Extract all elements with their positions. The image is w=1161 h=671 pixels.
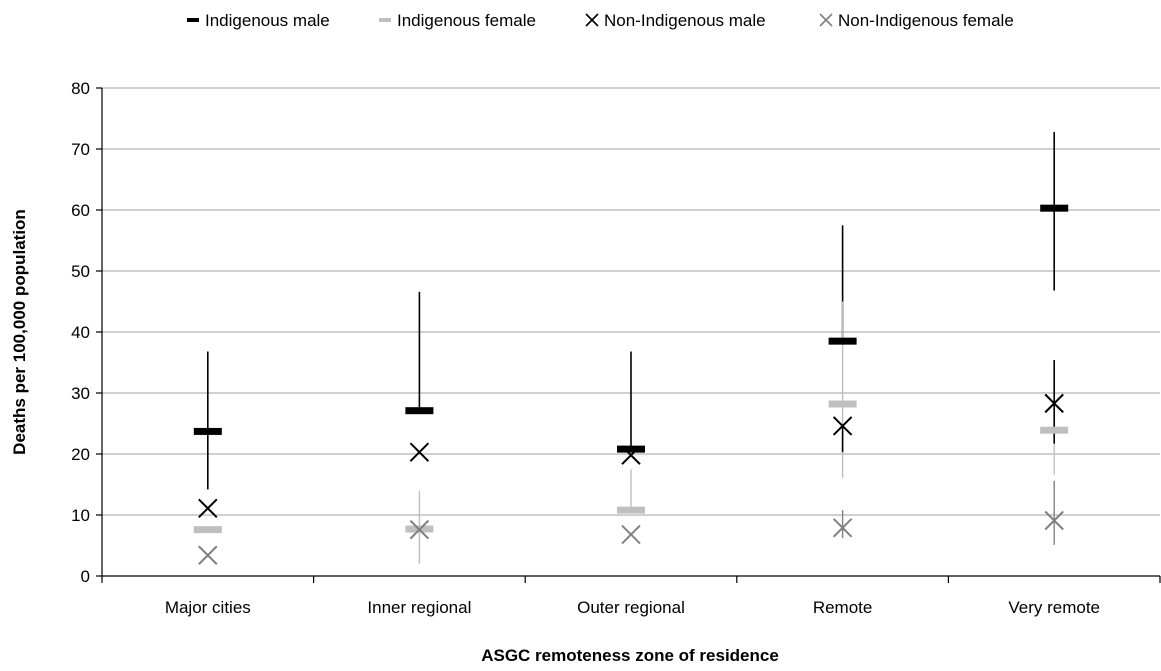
- data-point-dash: [828, 400, 857, 408]
- data-point-x: [409, 519, 430, 540]
- legend-label: Indigenous male: [205, 11, 330, 30]
- x-tick-label: Major cities: [165, 598, 251, 617]
- data-point-dash: [1040, 204, 1069, 212]
- data-point-dash: [405, 407, 434, 415]
- data-point-dash: [617, 445, 645, 453]
- y-axis-title: Deaths per 100,000 population: [10, 209, 29, 455]
- x-tick-label: Outer regional: [577, 598, 685, 617]
- legend-marker-dash: [187, 18, 199, 22]
- legend: Indigenous male Indigenous female Non-Indi…: [187, 11, 1014, 30]
- axes: 0 10 20 30 40 50 60 70 80 Major cities Inner regio…: [71, 79, 1161, 617]
- legend-label: Indigenous female: [397, 11, 536, 30]
- data-marks: [193, 204, 1069, 565]
- x-tick-label: Inner regional: [367, 598, 471, 617]
- data-point-x: [621, 445, 641, 465]
- legend-marker-x: [819, 13, 833, 27]
- y-tick-label: 50: [71, 262, 90, 281]
- data-point-x: [409, 442, 430, 462]
- y-tick-label: 80: [71, 79, 90, 98]
- data-point-x: [198, 545, 218, 565]
- data-point-x: [1044, 510, 1064, 531]
- legend-label: Non-Indigenous male: [604, 11, 766, 30]
- legend-label: Non-Indigenous female: [838, 11, 1014, 30]
- x-tick-label: Remote: [813, 598, 873, 617]
- data-point-x: [832, 416, 853, 436]
- x-axis-title: ASGC remoteness zone of residence: [481, 646, 779, 665]
- y-tick-label: 10: [71, 506, 90, 525]
- x-tick-label: Very remote: [1008, 598, 1100, 617]
- data-point-x: [621, 524, 641, 545]
- confidence-intervals: [207, 131, 1055, 564]
- data-point-dash: [1040, 426, 1069, 434]
- data-point-x: [198, 498, 218, 518]
- y-tick-label: 20: [71, 445, 90, 464]
- legend-marker-x: [585, 13, 599, 27]
- data-point-dash: [193, 427, 222, 435]
- y-tick-label: 0: [81, 567, 90, 586]
- data-point-dash: [617, 506, 645, 514]
- y-tick-label: 30: [71, 384, 90, 403]
- data-point-x: [1044, 393, 1064, 414]
- y-tick-label: 70: [71, 140, 90, 159]
- y-tick-label: 60: [71, 201, 90, 220]
- y-tick-label: 40: [71, 323, 90, 342]
- data-point-x: [832, 518, 853, 538]
- data-point-dash: [193, 526, 222, 534]
- legend-marker-dash: [379, 18, 391, 22]
- data-point-dash: [828, 337, 857, 345]
